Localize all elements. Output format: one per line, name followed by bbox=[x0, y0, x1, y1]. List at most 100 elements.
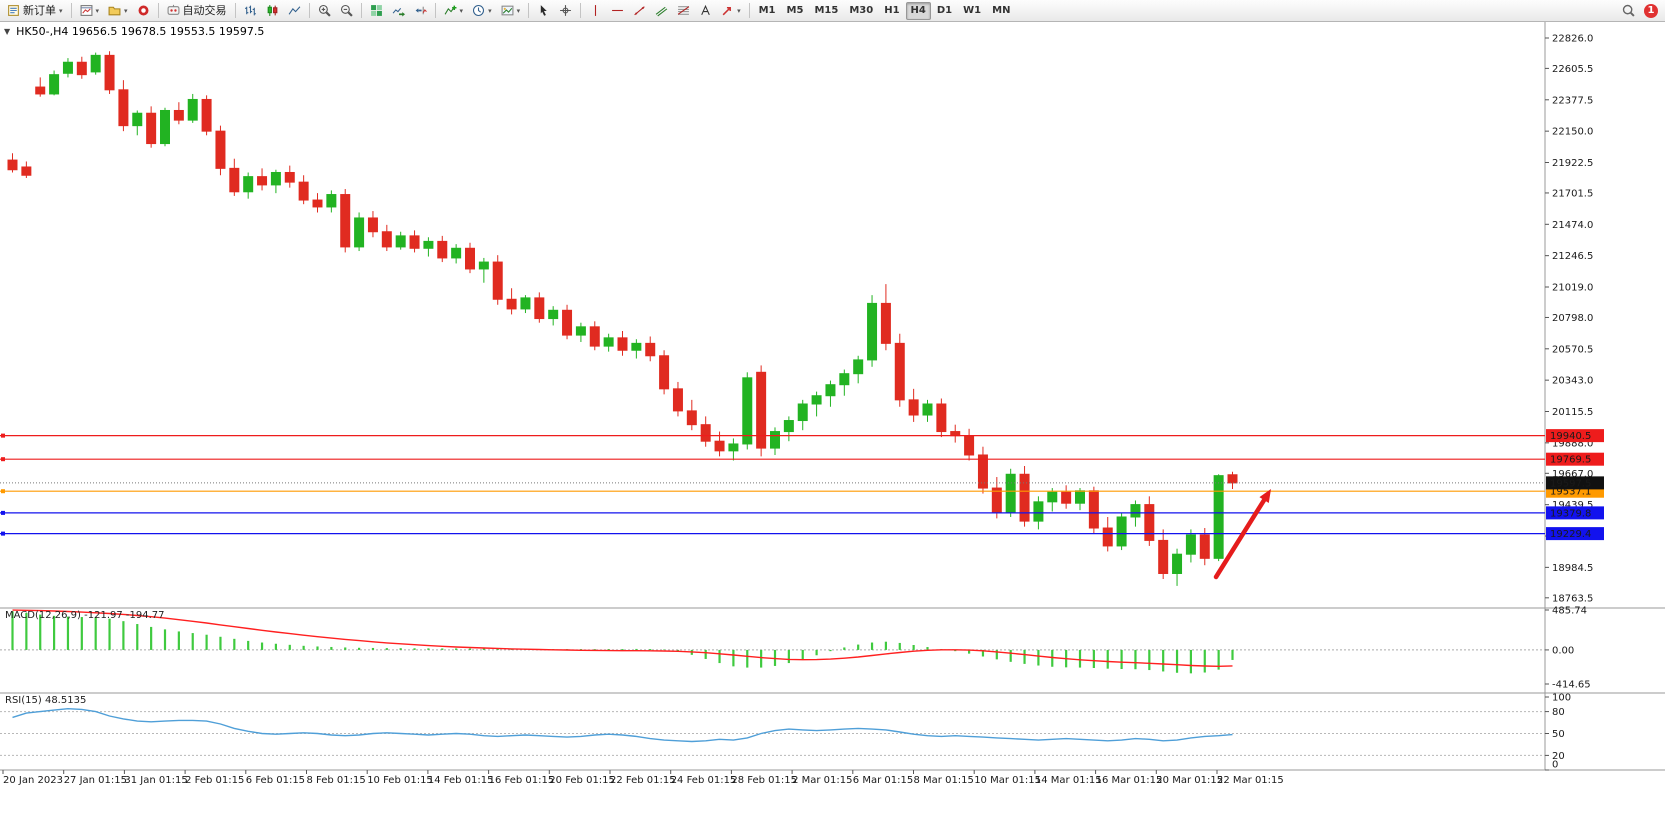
timeframe-d1-label: D1 bbox=[936, 4, 953, 16]
chartshift-icon bbox=[414, 4, 427, 17]
candle bbox=[1075, 490, 1085, 504]
autotrading-button-label: 自动交易 bbox=[182, 3, 227, 17]
candle bbox=[146, 112, 157, 145]
horizontal-line-button[interactable] bbox=[607, 2, 628, 20]
dropdown-caret-icon: ▾ bbox=[59, 6, 63, 15]
price-tick-label: 22826.0 bbox=[1552, 34, 1593, 45]
crosshair-icon bbox=[559, 4, 572, 17]
trend-arrow-head[interactable] bbox=[1259, 489, 1271, 503]
timeframe-h4[interactable]: H4 bbox=[905, 1, 931, 20]
trend-arrow-annotation[interactable] bbox=[1213, 497, 1267, 580]
bar-chart-button[interactable] bbox=[240, 2, 261, 20]
price-tick-label: 18763.5 bbox=[1552, 593, 1593, 604]
rsi-label: RSI(15) 48.5135 bbox=[5, 695, 87, 706]
candle bbox=[728, 443, 739, 452]
fibonacci-button[interactable] bbox=[673, 2, 694, 20]
notification-badge[interactable]: 1 bbox=[1644, 3, 1658, 18]
dropdown-caret-icon: ▾ bbox=[124, 6, 128, 15]
timeframe-w1[interactable]: W1 bbox=[958, 2, 986, 20]
line-chart-button[interactable] bbox=[284, 2, 305, 20]
new-chart-button[interactable]: ▾ bbox=[76, 2, 104, 20]
price-tick-label: 22605.5 bbox=[1552, 64, 1593, 75]
chart-window-icon bbox=[80, 4, 93, 17]
new-order-button[interactable]: 新订单 ▾ bbox=[3, 2, 67, 20]
macd-signal-line bbox=[12, 609, 1233, 668]
date-label: 14 Feb 01:15 bbox=[428, 775, 494, 786]
toolbar-separator bbox=[360, 3, 362, 18]
candle bbox=[908, 399, 919, 416]
auto-scroll-button[interactable] bbox=[388, 2, 409, 20]
candlestick-chart-button[interactable] bbox=[262, 2, 283, 20]
candle bbox=[173, 109, 184, 121]
macd-tick-label: 0.00 bbox=[1552, 645, 1574, 656]
timeframe-m15[interactable]: M15 bbox=[809, 2, 843, 20]
candle bbox=[964, 435, 975, 456]
hline-icon bbox=[611, 4, 624, 17]
price-line-badge bbox=[1546, 452, 1604, 466]
candle bbox=[631, 342, 642, 351]
dropdown-caret-icon: ▾ bbox=[737, 6, 741, 15]
timeframe-m5[interactable]: M5 bbox=[782, 2, 809, 20]
autotrading-button[interactable]: 自动交易 bbox=[163, 2, 231, 20]
crosshair-button[interactable] bbox=[555, 2, 576, 20]
candle bbox=[49, 74, 60, 95]
timeframe-d1[interactable]: D1 bbox=[932, 2, 957, 20]
candle bbox=[62, 61, 73, 74]
date-label: 20 Mar 01:15 bbox=[1156, 775, 1223, 786]
search-button[interactable] bbox=[1618, 2, 1639, 20]
rsi-line bbox=[12, 707, 1233, 743]
chart-shift-button[interactable] bbox=[410, 2, 431, 20]
timeframe-w1-label: W1 bbox=[963, 4, 982, 16]
date-label: 27 Jan 01:15 bbox=[64, 775, 127, 786]
candle bbox=[686, 410, 697, 426]
candle bbox=[257, 176, 268, 186]
candle bbox=[284, 171, 295, 183]
rsi-tick-label: 20 bbox=[1552, 751, 1565, 762]
indicators-button[interactable]: ▾ bbox=[440, 2, 468, 20]
one-click-trading-toggle[interactable]: ▼ bbox=[4, 27, 11, 36]
price-tick-label: 19667.0 bbox=[1552, 469, 1593, 480]
line-handle[interactable] bbox=[1, 457, 5, 462]
market-button[interactable] bbox=[133, 2, 154, 20]
timeframe-h1[interactable]: H1 bbox=[879, 2, 904, 20]
candle bbox=[1144, 504, 1155, 541]
candle bbox=[548, 309, 559, 320]
candle bbox=[35, 86, 46, 95]
candle bbox=[770, 431, 780, 449]
price-line-badge-label: 19379.8 bbox=[1550, 508, 1591, 519]
vertical-line-button[interactable] bbox=[585, 2, 606, 20]
chart-title: HK50-,H4 19656.5 19678.5 19553.5 19597.5 bbox=[16, 25, 265, 38]
tile-windows-button[interactable] bbox=[366, 2, 387, 20]
candle bbox=[312, 199, 323, 208]
line-handle[interactable] bbox=[1, 531, 5, 536]
zoom-out-button[interactable] bbox=[336, 2, 357, 20]
profiles-button[interactable]: ▾ bbox=[104, 2, 132, 20]
arrows-button[interactable]: ▾ bbox=[717, 2, 745, 20]
zoom-in-button[interactable] bbox=[314, 2, 335, 20]
line-handle[interactable] bbox=[1, 489, 5, 494]
date-label: 6 Mar 01:15 bbox=[853, 775, 913, 786]
line-handle[interactable] bbox=[1, 433, 5, 438]
candle bbox=[672, 388, 683, 412]
text-button[interactable] bbox=[695, 2, 716, 20]
timeframe-m1[interactable]: M1 bbox=[754, 2, 781, 20]
toolbar-separator bbox=[157, 3, 159, 18]
channel-button[interactable] bbox=[651, 2, 672, 20]
trendline-button[interactable] bbox=[629, 2, 650, 20]
templates-button[interactable]: ▾ bbox=[497, 2, 525, 20]
line-handle[interactable] bbox=[1, 510, 5, 515]
timeframe-mn[interactable]: MN bbox=[987, 2, 1015, 20]
candle bbox=[395, 235, 406, 248]
date-label: 31 Jan 01:15 bbox=[124, 775, 187, 786]
cursor-button[interactable] bbox=[533, 2, 554, 20]
price-tick-label: 22150.0 bbox=[1552, 127, 1593, 138]
periods-button[interactable]: ▾ bbox=[468, 2, 496, 20]
candle bbox=[90, 54, 101, 73]
timeframe-m1-label: M1 bbox=[758, 4, 776, 16]
date-label: 10 Feb 01:15 bbox=[367, 775, 433, 786]
vline-icon bbox=[589, 4, 602, 17]
date-label: 8 Mar 01:15 bbox=[914, 775, 974, 786]
timeframe-m30[interactable]: M30 bbox=[844, 2, 878, 20]
price-line-badge bbox=[1546, 429, 1604, 443]
